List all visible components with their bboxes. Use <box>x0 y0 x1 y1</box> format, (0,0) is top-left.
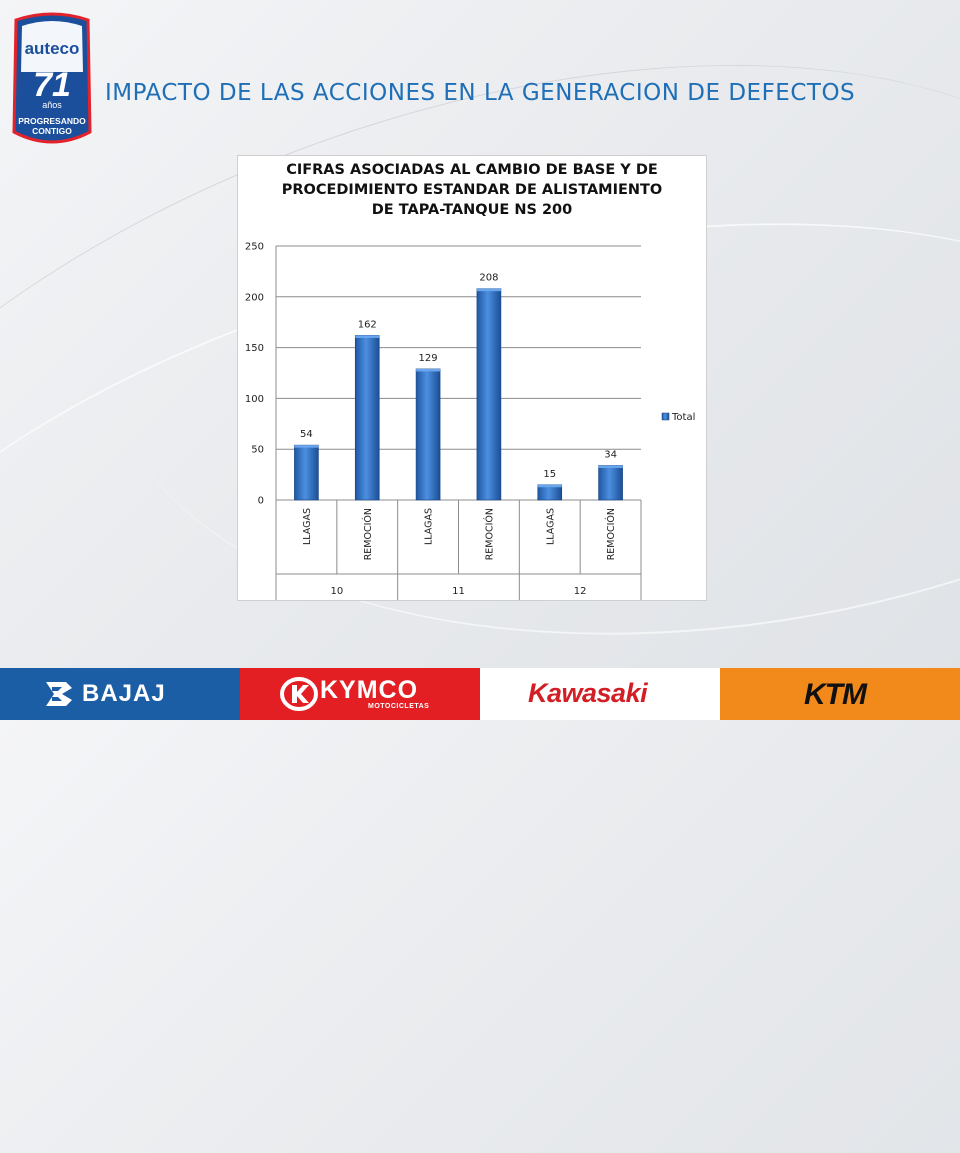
brand-footer: BAJAJ KYMCO MOTOCICLETAS Kawasaki KTM <box>0 668 960 720</box>
svg-text:años: años <box>42 100 62 110</box>
brand-kawasaki: Kawasaki <box>480 668 720 720</box>
y-tick-label: 200 <box>245 292 264 303</box>
bar-cap <box>294 445 319 448</box>
bar <box>415 368 441 501</box>
y-tick-label: 0 <box>258 496 264 507</box>
svg-text:auteco: auteco <box>25 39 80 58</box>
bar-value-label: 162 <box>358 319 377 330</box>
group-label: 11 <box>452 586 465 597</box>
bar-value-label: 208 <box>479 273 498 284</box>
bar-value-label: 15 <box>543 469 556 480</box>
x-tick-label: REMOCIÓN <box>483 508 495 560</box>
group-label: 12 <box>574 586 587 597</box>
bar-cap <box>598 465 623 468</box>
bar-cap <box>416 368 441 372</box>
bar-value-label: 34 <box>604 449 617 460</box>
bar-cap <box>355 335 380 338</box>
legend-swatch <box>661 412 670 421</box>
bar-cap <box>476 288 501 292</box>
x-tick-label: REMOCIÓN <box>362 508 374 560</box>
y-tick-label: 150 <box>245 343 264 354</box>
chart-title-line-3: DE TAPA-TANQUE NS 200 <box>371 202 573 218</box>
chart-container: CIFRAS ASOCIADAS AL CAMBIO DE BASE Y DE … <box>237 155 707 601</box>
svg-text:CONTIGO: CONTIGO <box>32 126 72 136</box>
legend-label: Total <box>671 412 695 423</box>
x-tick-label: LLAGAS <box>545 508 556 545</box>
brand-bajaj: BAJAJ <box>0 668 240 720</box>
brand-kymco: KYMCO MOTOCICLETAS <box>240 668 480 720</box>
kawasaki-label: Kawasaki <box>528 678 648 708</box>
svg-text:PROGRESANDO: PROGRESANDO <box>18 116 86 126</box>
bajaj-emblem-icon <box>46 682 72 706</box>
bar-value-label: 54 <box>300 429 313 440</box>
bar <box>476 288 502 501</box>
bar-cap <box>537 484 562 488</box>
kymco-emblem-icon <box>280 677 318 711</box>
bajaj-label: BAJAJ <box>82 680 166 707</box>
x-tick-label: LLAGAS <box>424 508 435 545</box>
chart-title-line-1: CIFRAS ASOCIADAS AL CAMBIO DE BASE Y DE <box>286 162 658 178</box>
x-tick-label: LLAGAS <box>302 508 313 545</box>
bar <box>294 444 319 501</box>
y-tick-label: 50 <box>251 445 264 456</box>
y-tick-label: 100 <box>245 394 264 405</box>
bar <box>598 465 623 501</box>
group-label: 10 <box>330 586 343 597</box>
y-tick-label: 250 <box>245 242 264 253</box>
kymco-sublabel: MOTOCICLETAS <box>368 703 430 710</box>
bar-value-label: 129 <box>419 353 438 364</box>
bar-chart: 0 50 100 150 200 250 54 162 129 208 15 34 LLAGAS REMO… <box>245 242 695 600</box>
kymco-label: KYMCO <box>320 676 419 704</box>
brand-ktm: KTM <box>720 668 960 720</box>
chart-title-line-2: PROCEDIMIENTO ESTANDAR DE ALISTAMIENTO <box>281 182 663 198</box>
auteco-logo: auteco 71 años PROGRESANDO CONTIGO <box>12 12 92 144</box>
x-tick-label: REMOCIÓN <box>605 508 617 560</box>
ktm-label: KTM <box>804 678 867 711</box>
svg-text:71: 71 <box>33 66 71 104</box>
bar <box>354 335 380 501</box>
slide-title: IMPACTO DE LAS ACCIONES EN LA GENERACION… <box>105 80 856 106</box>
